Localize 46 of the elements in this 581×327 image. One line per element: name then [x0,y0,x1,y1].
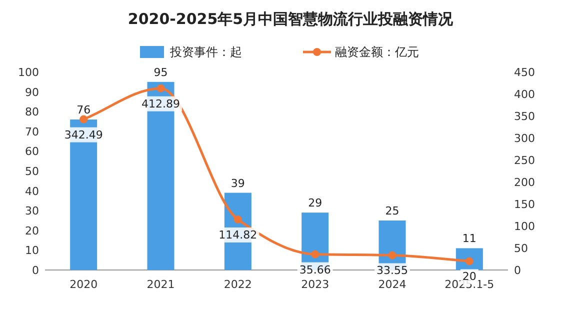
x-tick-label: 2023 [301,278,330,291]
y-tick-label: 20 [25,224,39,238]
point [80,115,88,124]
y-tick-label: 80 [25,106,39,119]
point [388,251,396,260]
data-label: 342.49 [64,128,103,142]
y-tick-label: 30 [25,204,39,218]
y-tick-label: 10 [25,244,39,258]
y-tick-label: 50 [25,165,39,178]
data-label: 33.55 [376,264,408,278]
data-label: 76 [76,104,91,117]
data-label: 29 [308,196,322,210]
y-tick-label: 90 [25,86,39,99]
data-label: 39 [230,176,245,190]
y2-tick-label: 350 [514,110,535,123]
y2-tick-label: 250 [514,154,535,167]
y2-tick-label: 400 [514,88,535,101]
point [156,84,165,92]
y2-tick-label: 100 [514,220,535,233]
point [234,215,242,224]
x-tick-label: 2020 [70,278,98,291]
data-label: 20 [462,270,476,284]
y2-tick-label: 450 [514,66,535,79]
legend-label: 融资金额：亿元 [335,45,419,59]
y-tick-label: 70 [25,125,39,138]
data-label: 35.66 [299,263,331,276]
x-tick-label: 2022 [224,278,252,291]
y2-tick-label: 150 [514,198,535,211]
y-tick-label: 0 [32,264,39,277]
y2-tick-label: 0 [514,264,521,277]
y-tick-label: 100 [18,66,39,79]
data-label: 11 [462,232,476,246]
y2-tick-label: 200 [514,176,535,189]
legend-label: 投资事件：起 [169,45,242,59]
y2-tick-label: 300 [514,132,535,145]
point [311,250,320,258]
data-label: 95 [154,66,168,79]
data-label: 25 [385,204,400,218]
x-tick-label: 2024 [378,278,406,291]
y2-tick-label: 50 [514,242,528,255]
data-label: 114.82 [218,228,258,242]
data-label: 412.89 [142,97,180,110]
x-tick-label: 2021 [146,278,175,291]
y-tick-label: 60 [25,145,39,158]
chart-title: 2020-2025年5月中国智慧物流行业投融资情况 [128,10,454,28]
y-tick-label: 40 [25,184,39,198]
